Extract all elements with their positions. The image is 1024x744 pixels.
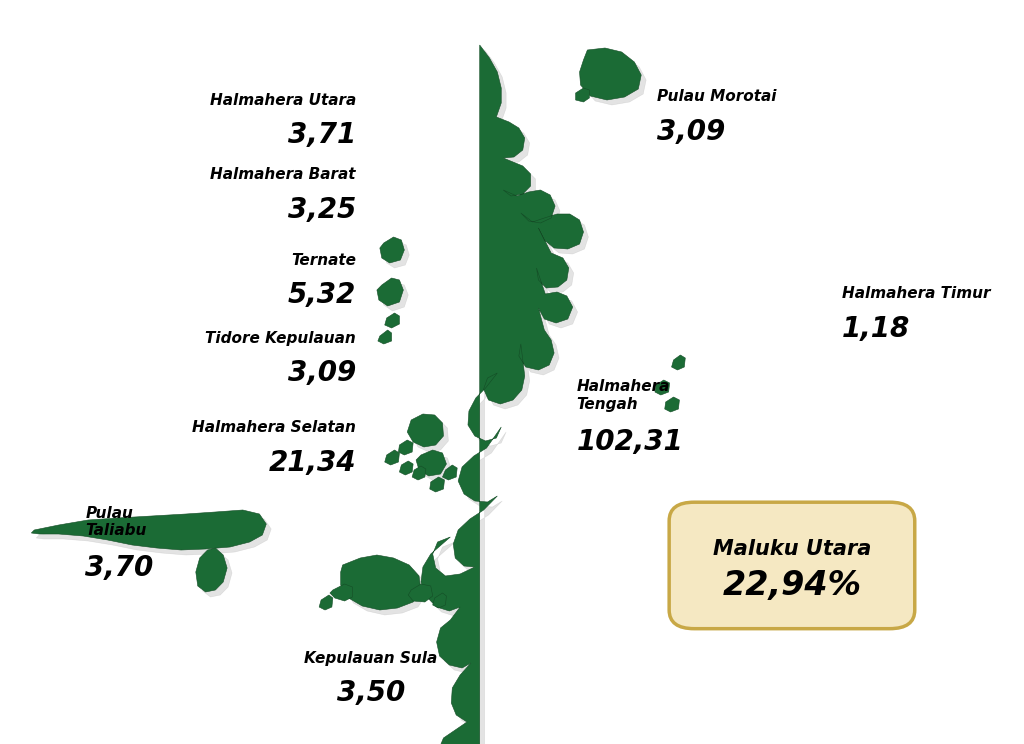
FancyBboxPatch shape: [669, 502, 914, 629]
Text: Halmahera Selatan: Halmahera Selatan: [193, 420, 356, 435]
Text: 3,71: 3,71: [288, 121, 356, 150]
Text: Kepulauan Sula: Kepulauan Sula: [304, 651, 437, 666]
Text: Pulau
Taliabu: Pulau Taliabu: [85, 506, 146, 539]
Polygon shape: [398, 440, 413, 455]
Text: Halmahera Utara: Halmahera Utara: [210, 93, 356, 108]
Polygon shape: [399, 461, 413, 475]
Polygon shape: [380, 237, 404, 263]
Polygon shape: [385, 242, 410, 268]
Polygon shape: [377, 278, 403, 306]
Polygon shape: [36, 515, 271, 555]
Text: Halmahera
Tengah: Halmahera Tengah: [577, 379, 670, 412]
Polygon shape: [426, 50, 589, 744]
Polygon shape: [409, 584, 433, 602]
Polygon shape: [385, 450, 399, 465]
Text: Maluku Utara: Maluku Utara: [713, 539, 871, 559]
Polygon shape: [421, 45, 584, 744]
Polygon shape: [655, 380, 670, 395]
Polygon shape: [442, 465, 457, 480]
Polygon shape: [201, 553, 232, 597]
Polygon shape: [330, 584, 352, 601]
Polygon shape: [319, 595, 333, 610]
Text: 3,50: 3,50: [337, 679, 406, 708]
Text: 3,09: 3,09: [656, 118, 725, 146]
Text: 3,25: 3,25: [288, 196, 356, 224]
Polygon shape: [575, 88, 590, 102]
Polygon shape: [412, 466, 426, 480]
Polygon shape: [32, 510, 266, 550]
Polygon shape: [580, 48, 641, 100]
Text: 102,31: 102,31: [577, 428, 683, 456]
Polygon shape: [345, 560, 426, 615]
Polygon shape: [378, 330, 391, 344]
Polygon shape: [672, 355, 685, 370]
Text: 3,09: 3,09: [288, 359, 356, 388]
Text: 3,70: 3,70: [85, 554, 154, 583]
Polygon shape: [433, 593, 446, 608]
Polygon shape: [430, 477, 444, 492]
Polygon shape: [416, 450, 446, 476]
Text: 22,94%: 22,94%: [722, 568, 861, 602]
Text: 1,18: 1,18: [842, 315, 910, 343]
Text: Pulau Morotai: Pulau Morotai: [656, 89, 776, 104]
Polygon shape: [385, 313, 399, 328]
Text: 21,34: 21,34: [268, 449, 356, 477]
Text: 5,32: 5,32: [288, 281, 356, 310]
Polygon shape: [196, 548, 227, 592]
Polygon shape: [412, 419, 449, 452]
Text: Halmahera Timur: Halmahera Timur: [842, 286, 990, 301]
Text: Tidore Kepulauan: Tidore Kepulauan: [205, 331, 356, 346]
Polygon shape: [382, 283, 409, 311]
Polygon shape: [665, 397, 679, 412]
Polygon shape: [585, 53, 646, 105]
Text: Halmahera Barat: Halmahera Barat: [210, 167, 356, 182]
Polygon shape: [421, 455, 452, 481]
Polygon shape: [408, 414, 443, 447]
Text: Ternate: Ternate: [291, 253, 356, 268]
Polygon shape: [341, 555, 421, 610]
